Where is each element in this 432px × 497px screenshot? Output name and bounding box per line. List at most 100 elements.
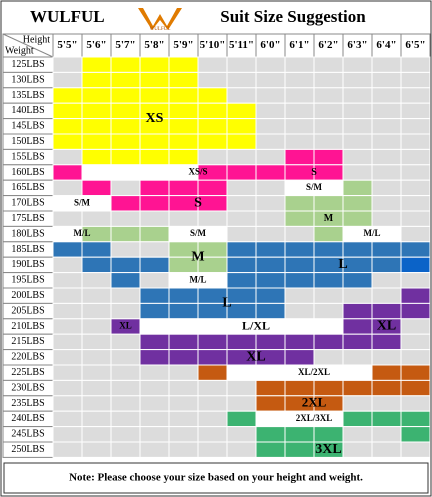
size-cell	[81, 318, 112, 335]
size-cell	[197, 395, 228, 412]
size-cell	[197, 133, 228, 150]
size-cell	[110, 333, 141, 351]
size-cell	[168, 87, 199, 104]
size-cell	[110, 241, 141, 258]
size-cell	[81, 133, 112, 150]
size-cell	[139, 195, 170, 212]
size-cell	[52, 56, 83, 73]
size-cell	[168, 302, 199, 320]
size-cell	[81, 410, 112, 428]
size-cell	[284, 318, 315, 335]
size-cell	[400, 441, 431, 458]
weight-label: 230LBS	[11, 382, 44, 393]
size-cell	[313, 102, 344, 120]
size-cell	[168, 349, 199, 366]
weight-label: 165LBS	[11, 182, 44, 193]
size-cell	[313, 195, 344, 212]
size-cell	[255, 118, 286, 135]
size-cell	[313, 133, 344, 150]
size-cell	[81, 118, 112, 135]
weight-label: 170LBS	[11, 198, 44, 209]
weight-label: 185LBS	[11, 244, 44, 255]
size-cell	[197, 410, 228, 428]
weight-label: 180LBS	[11, 228, 44, 239]
size-cell	[371, 302, 402, 320]
size-cell	[197, 56, 228, 73]
size-cell	[284, 195, 315, 212]
size-cell	[255, 71, 286, 89]
size-label: L	[222, 296, 231, 311]
size-cell	[81, 287, 112, 304]
size-cell	[52, 71, 83, 89]
size-cell	[255, 272, 286, 289]
size-cell	[197, 426, 228, 443]
size-cell	[284, 71, 315, 89]
size-cell	[168, 179, 199, 197]
size-cell	[139, 179, 170, 197]
size-cell	[139, 441, 170, 458]
size-cell	[168, 318, 199, 335]
size-cell	[342, 148, 373, 166]
size-label: S	[311, 167, 317, 178]
size-cell	[255, 195, 286, 212]
weight-label: 140LBS	[11, 105, 44, 116]
size-cell	[197, 364, 228, 381]
size-cell	[139, 318, 170, 335]
size-cell	[313, 302, 344, 320]
size-cell	[400, 302, 431, 320]
size-cell	[168, 287, 199, 304]
size-cell	[284, 164, 315, 181]
size-cell	[342, 441, 373, 458]
size-cell	[313, 87, 344, 104]
size-cell	[313, 272, 344, 289]
size-cell	[52, 133, 83, 150]
size-cell	[313, 71, 344, 89]
size-cell	[400, 333, 431, 351]
size-cell	[400, 410, 431, 428]
size-cell	[52, 87, 83, 104]
size-cell	[371, 395, 402, 412]
size-cell	[81, 56, 112, 73]
size-cell	[342, 179, 373, 197]
weight-label: 245LBS	[11, 429, 44, 440]
size-cell	[371, 287, 402, 304]
size-cell	[400, 379, 431, 397]
size-cell	[52, 241, 83, 258]
weight-label: 135LBS	[11, 90, 44, 101]
size-label: XL	[377, 319, 396, 334]
size-cell	[52, 302, 83, 320]
size-cell	[168, 133, 199, 150]
size-label: M/L	[364, 228, 381, 238]
size-cell	[139, 272, 170, 289]
size-cell	[400, 71, 431, 89]
size-cell	[110, 364, 141, 381]
size-cell	[400, 56, 431, 73]
height-label: 6'3"	[347, 39, 367, 51]
size-cell	[284, 333, 315, 351]
size-cell	[313, 148, 344, 166]
size-label: M	[191, 249, 204, 264]
size-cell	[342, 272, 373, 289]
size-cell	[139, 225, 170, 243]
size-cell	[110, 118, 141, 135]
size-cell	[81, 272, 112, 289]
size-cell	[400, 364, 431, 381]
weight-label: 125LBS	[11, 59, 44, 70]
size-cell	[226, 71, 257, 89]
size-cell	[81, 87, 112, 104]
size-cell	[139, 364, 170, 381]
size-cell	[168, 395, 199, 412]
size-cell	[168, 210, 199, 227]
size-cell	[342, 410, 373, 428]
size-cell	[139, 256, 170, 274]
size-cell	[168, 379, 199, 397]
size-cell	[284, 56, 315, 73]
size-cell	[52, 118, 83, 135]
size-cell	[284, 441, 315, 458]
size-cell	[284, 225, 315, 243]
size-cell	[52, 164, 83, 181]
size-cell	[226, 241, 257, 258]
size-cell	[400, 210, 431, 227]
height-label: 6'0"	[260, 39, 280, 51]
size-cell	[284, 426, 315, 443]
